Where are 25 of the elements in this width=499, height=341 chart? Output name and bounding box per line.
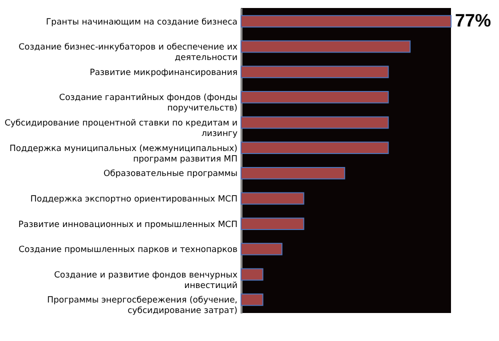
y-tick-label: Создание и развитие фондов венчурных инвестиций xyxy=(54,270,238,291)
y-tick-label: Гранты начинающим на создание бизнеса xyxy=(46,17,238,28)
bar xyxy=(240,142,389,154)
y-tick-label: Поддержка муниципальных (межмуниципальных) программ развития МП xyxy=(10,144,238,164)
y-tick-label: Развитие микрофинансирования xyxy=(90,68,238,78)
y-tick-label: Создание гарантийных фондов (фонды поручительств) xyxy=(59,93,238,114)
bar xyxy=(240,294,264,306)
bar xyxy=(240,91,389,104)
data-label: 77% xyxy=(455,10,492,30)
bar xyxy=(240,116,389,129)
bar xyxy=(240,40,411,53)
bar xyxy=(240,268,264,281)
bar xyxy=(240,66,389,78)
y-tick-label: Программы энергосбережения (обучение, субсидирование затрат) xyxy=(47,296,238,316)
y-tick-label: Развитие инновационных и промышленных МСП xyxy=(18,220,238,230)
y-tick-label: Создание промышленных парков и технопарков xyxy=(18,245,238,256)
bar xyxy=(240,192,304,205)
bar xyxy=(240,218,304,230)
y-tick-label: Создание бизнес-инкубаторов и обеспечение их деятельности xyxy=(18,42,238,64)
bar xyxy=(240,166,346,180)
y-tick-label: Образовательные программы xyxy=(103,169,238,180)
y-tick-label: Субсидирование процентной ставки по кредитам и лизингу xyxy=(4,118,238,140)
bar xyxy=(240,15,452,28)
y-tick-label: Поддержка экспортно ориентированных МСП xyxy=(30,194,238,204)
bar xyxy=(240,242,282,256)
